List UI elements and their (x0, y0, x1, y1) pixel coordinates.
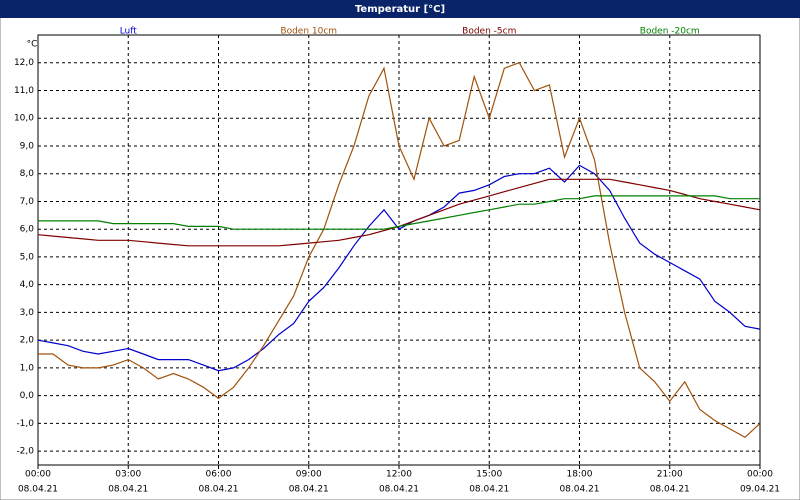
x-tick-label: 15:00 (476, 470, 502, 480)
x-tick-label: 00:00 (747, 470, 773, 480)
x-tick-label: 00:00 (25, 470, 51, 480)
x-tick-label: 06:00 (206, 470, 232, 480)
x-tick-label: 03:00 (115, 470, 141, 480)
y-tick-label: -2,0 (16, 447, 34, 457)
y-tick-label: 10,0 (14, 114, 34, 124)
x-tick-label: 09:00 (296, 470, 322, 480)
x-tick-date: 08.04.21 (559, 485, 599, 495)
y-tick-label: 3,0 (20, 308, 35, 318)
y-tick-label: 8,0 (20, 169, 35, 179)
y-tick-label: 0,0 (20, 391, 35, 401)
y-tick-label: -1,0 (16, 419, 34, 429)
x-tick-label: 18:00 (567, 470, 593, 480)
y-tick-label: 7,0 (20, 197, 35, 207)
y-tick-label: 5,0 (20, 252, 35, 262)
series-line (38, 195, 760, 230)
series-line (37, 164, 761, 372)
chart-title: Temperatur [°C] (355, 4, 445, 15)
y-tick-label: 12,0 (14, 58, 34, 68)
title-bar (0, 0, 800, 18)
y-tick-label: 2,0 (20, 336, 35, 346)
x-tick-date: 08.04.21 (198, 485, 238, 495)
legend-entry: Boden -5cm (462, 27, 516, 37)
x-tick-label: 21:00 (657, 470, 683, 480)
series-line (38, 61, 761, 439)
x-tick-date: 08.04.21 (650, 485, 690, 495)
legend-entry: Boden 10cm (280, 27, 337, 37)
y-tick-label: 9,0 (20, 141, 35, 151)
y-unit: °C (27, 40, 38, 50)
legend-entry: Luft (120, 27, 138, 37)
x-tick-date: 08.04.21 (469, 485, 509, 495)
x-tick-date: 08.04.21 (289, 485, 329, 495)
y-tick-label: 6,0 (20, 225, 35, 235)
legend-entry: Boden -20cm (640, 27, 700, 37)
x-tick-date: 09.04.21 (740, 485, 780, 495)
x-tick-date: 08.04.21 (18, 485, 58, 495)
x-tick-date: 08.04.21 (379, 485, 419, 495)
y-tick-label: 4,0 (20, 280, 35, 290)
x-tick-date: 08.04.21 (108, 485, 148, 495)
y-tick-label: 1,0 (20, 363, 35, 373)
x-tick-label: 12:00 (386, 470, 412, 480)
y-tick-label: 11,0 (14, 86, 34, 96)
